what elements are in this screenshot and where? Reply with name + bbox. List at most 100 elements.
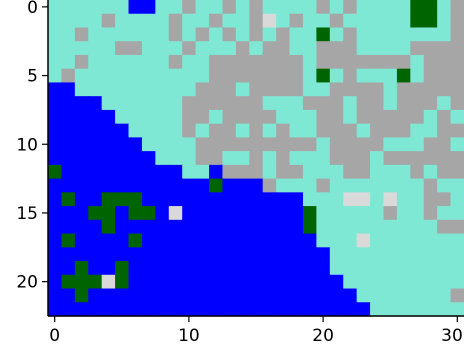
heatmap-cell — [61, 82, 76, 97]
heatmap-cell — [115, 151, 130, 166]
heatmap-cell — [209, 137, 224, 152]
heatmap-cell — [343, 302, 358, 317]
y-tick-label: 5 — [27, 67, 38, 87]
heatmap-cell — [235, 206, 250, 221]
heatmap-cell — [115, 247, 130, 262]
heatmap-cell — [88, 0, 103, 15]
heatmap-cell — [222, 164, 237, 180]
heatmap-cell — [262, 41, 277, 56]
heatmap-cell — [128, 192, 143, 207]
heatmap-cell — [302, 274, 317, 290]
heatmap-cell — [48, 13, 63, 29]
heatmap-cell — [195, 109, 210, 125]
heatmap-cell — [343, 247, 358, 262]
heatmap-cell — [128, 288, 143, 303]
heatmap-cell — [141, 192, 156, 207]
heatmap-cell — [115, 137, 130, 152]
heatmap-cell — [370, 82, 385, 97]
heatmap-cell — [115, 54, 130, 70]
heatmap-cell — [302, 164, 317, 180]
heatmap-cell — [61, 27, 76, 42]
heatmap-cell — [370, 192, 385, 207]
heatmap-cell — [235, 302, 250, 317]
heatmap-cell — [276, 13, 291, 29]
heatmap-cell — [88, 288, 103, 303]
heatmap-cell — [356, 68, 371, 84]
heatmap-cell — [316, 109, 331, 125]
heatmap-cell — [88, 123, 103, 138]
heatmap-cell — [141, 109, 156, 125]
heatmap-cell — [155, 54, 170, 70]
heatmap-cell — [168, 274, 183, 290]
heatmap-cell — [168, 41, 183, 56]
heatmap-cell — [262, 137, 277, 152]
heatmap-cell — [115, 0, 130, 15]
heatmap-cell — [302, 247, 317, 262]
heatmap-cell — [74, 261, 89, 276]
heatmap-cell — [235, 233, 250, 248]
heatmap-cell — [61, 206, 76, 221]
heatmap-cell — [329, 233, 344, 248]
heatmap-cell — [262, 0, 277, 15]
heatmap-cell — [396, 261, 411, 276]
heatmap-cell — [141, 82, 156, 97]
heatmap-cell — [195, 274, 210, 290]
heatmap-cell — [141, 54, 156, 70]
heatmap-cell — [276, 302, 291, 317]
heatmap-cell — [195, 288, 210, 303]
heatmap-cell — [61, 247, 76, 262]
heatmap-cell — [383, 82, 398, 97]
heatmap-cells — [48, 0, 464, 317]
heatmap-cell — [276, 151, 291, 166]
heatmap-cell — [370, 27, 385, 42]
heatmap-cell — [48, 274, 63, 290]
heatmap-cell — [168, 302, 183, 317]
heatmap-cell — [450, 109, 464, 125]
heatmap-cell — [356, 178, 371, 193]
heatmap-cell — [182, 137, 197, 152]
heatmap-cell — [74, 247, 89, 262]
heatmap-cell — [329, 261, 344, 276]
y-tick-label: 15 — [16, 204, 38, 224]
heatmap-cell — [61, 302, 76, 317]
heatmap-cell — [396, 206, 411, 221]
heatmap-cell — [370, 0, 385, 15]
heatmap-cell — [61, 274, 76, 290]
heatmap-cell — [195, 41, 210, 56]
heatmap-cell — [182, 233, 197, 248]
heatmap-cell — [195, 0, 210, 15]
heatmap-cell — [423, 13, 438, 29]
heatmap-cell — [343, 0, 358, 15]
heatmap-cell — [115, 13, 130, 29]
heatmap-cell — [383, 54, 398, 70]
heatmap-cell — [88, 13, 103, 29]
heatmap-cell — [343, 219, 358, 235]
heatmap-cell — [249, 13, 264, 29]
heatmap-cell — [141, 13, 156, 29]
heatmap-cell — [383, 68, 398, 84]
heatmap-cell — [450, 13, 464, 29]
heatmap-cell — [128, 164, 143, 180]
heatmap-cell — [168, 219, 183, 235]
heatmap-cell — [356, 274, 371, 290]
heatmap-cell — [410, 96, 425, 111]
heatmap-cell — [61, 96, 76, 111]
heatmap-cell — [235, 27, 250, 42]
heatmap-cell — [437, 123, 452, 138]
heatmap-cell — [450, 233, 464, 248]
heatmap-cell — [370, 41, 385, 56]
heatmap-cell — [410, 178, 425, 193]
heatmap-cell — [249, 178, 264, 193]
heatmap-cell — [168, 96, 183, 111]
heatmap-cell — [48, 137, 63, 152]
heatmap-cell — [115, 288, 130, 303]
heatmap-cell — [370, 54, 385, 70]
heatmap-cell — [410, 288, 425, 303]
heatmap-cell — [343, 206, 358, 221]
heatmap-cell — [329, 178, 344, 193]
heatmap-cell — [450, 247, 464, 262]
heatmap-cell — [370, 274, 385, 290]
heatmap-cell — [48, 82, 63, 97]
heatmap-cell — [168, 82, 183, 97]
heatmap-cell — [423, 96, 438, 111]
